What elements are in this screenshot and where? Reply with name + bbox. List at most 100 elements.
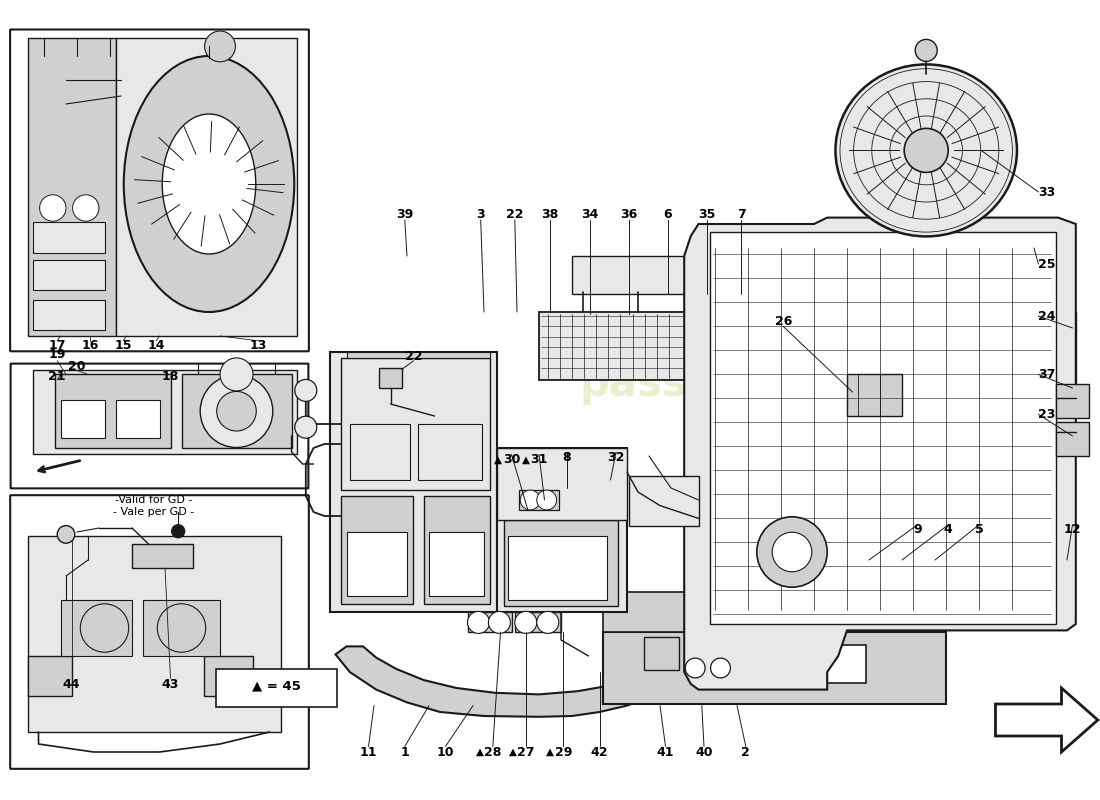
Circle shape [73,194,99,222]
Ellipse shape [836,64,1016,237]
Text: 10: 10 [437,746,454,758]
Circle shape [295,416,317,438]
Polygon shape [519,490,559,510]
Circle shape [468,611,490,634]
Text: 26: 26 [774,315,792,328]
Polygon shape [497,448,627,612]
Text: 27: 27 [517,746,535,758]
Text: 3: 3 [476,208,485,221]
Polygon shape [132,544,192,568]
Bar [346,532,407,596]
Text: 25: 25 [1038,258,1056,270]
Polygon shape [204,656,253,696]
Text: 35: 35 [698,208,716,221]
Text: 34: 34 [581,208,598,221]
Polygon shape [572,256,754,294]
Bar [644,637,679,670]
Text: 18: 18 [162,370,179,382]
Polygon shape [55,374,170,448]
Circle shape [904,128,948,173]
Bar [116,400,160,438]
Text: ▲ = 45: ▲ = 45 [252,680,300,693]
Bar [508,536,607,600]
Polygon shape [143,600,220,656]
Circle shape [515,611,537,634]
FancyBboxPatch shape [10,30,309,351]
Text: 21: 21 [48,370,66,382]
Text: ▲: ▲ [521,455,530,465]
Text: 6: 6 [663,208,672,221]
Polygon shape [116,38,297,336]
Circle shape [537,490,557,510]
Text: 30: 30 [503,454,520,466]
Circle shape [40,194,66,222]
Bar [33,260,104,290]
Circle shape [757,517,827,587]
Text: 5: 5 [975,523,983,536]
Text: 19: 19 [48,348,66,361]
Polygon shape [330,352,497,612]
Circle shape [57,526,75,543]
Text: 31: 31 [530,454,548,466]
Text: 33: 33 [1038,186,1056,198]
Text: 1: 1 [400,746,409,758]
Circle shape [488,611,510,634]
Circle shape [217,391,256,431]
Polygon shape [33,370,297,454]
Text: - Vale per GD -: - Vale per GD - [113,507,195,517]
Text: 15: 15 [114,339,132,352]
Polygon shape [603,592,693,632]
Text: ▲: ▲ [475,747,484,757]
Text: 12: 12 [1064,523,1081,536]
Text: 40: 40 [695,746,713,758]
Circle shape [537,611,559,634]
Polygon shape [424,496,490,604]
Circle shape [711,658,730,678]
Text: 41: 41 [657,746,674,758]
Polygon shape [336,646,682,717]
Polygon shape [504,520,618,606]
Text: 14: 14 [147,339,165,352]
Text: ▲: ▲ [494,455,503,465]
Text: 7: 7 [737,208,746,221]
Circle shape [157,604,206,652]
Circle shape [205,31,235,62]
Text: 42: 42 [591,746,608,758]
Bar [216,669,337,707]
Text: 16: 16 [81,339,99,352]
Polygon shape [847,374,902,416]
Ellipse shape [163,114,255,254]
Text: 44: 44 [63,678,80,690]
Polygon shape [710,232,1056,624]
Polygon shape [515,612,561,632]
Text: 38: 38 [541,208,559,221]
Text: 13: 13 [250,339,267,352]
Text: 2: 2 [741,746,750,758]
Polygon shape [60,600,132,656]
Polygon shape [28,38,115,336]
Text: 20: 20 [68,360,86,373]
Bar [350,424,410,480]
Polygon shape [28,536,280,732]
Text: 22: 22 [506,208,524,221]
Text: ▲: ▲ [546,747,554,757]
Polygon shape [1056,384,1089,418]
Circle shape [189,164,229,204]
Bar [688,656,734,680]
Text: 28: 28 [484,746,502,758]
Text: 4: 4 [944,523,953,536]
Circle shape [520,490,540,510]
Circle shape [220,358,253,391]
Bar [33,222,104,253]
Bar [805,645,866,683]
Text: 39: 39 [396,208,414,221]
Polygon shape [182,374,292,448]
Text: passions: passions [580,363,784,405]
Polygon shape [603,632,946,704]
Text: 24: 24 [1038,310,1056,322]
Text: -Valid for GD -: -Valid for GD - [116,495,192,505]
Bar [33,300,104,330]
Circle shape [772,532,812,572]
Text: 29: 29 [554,746,572,758]
Polygon shape [684,218,1076,690]
